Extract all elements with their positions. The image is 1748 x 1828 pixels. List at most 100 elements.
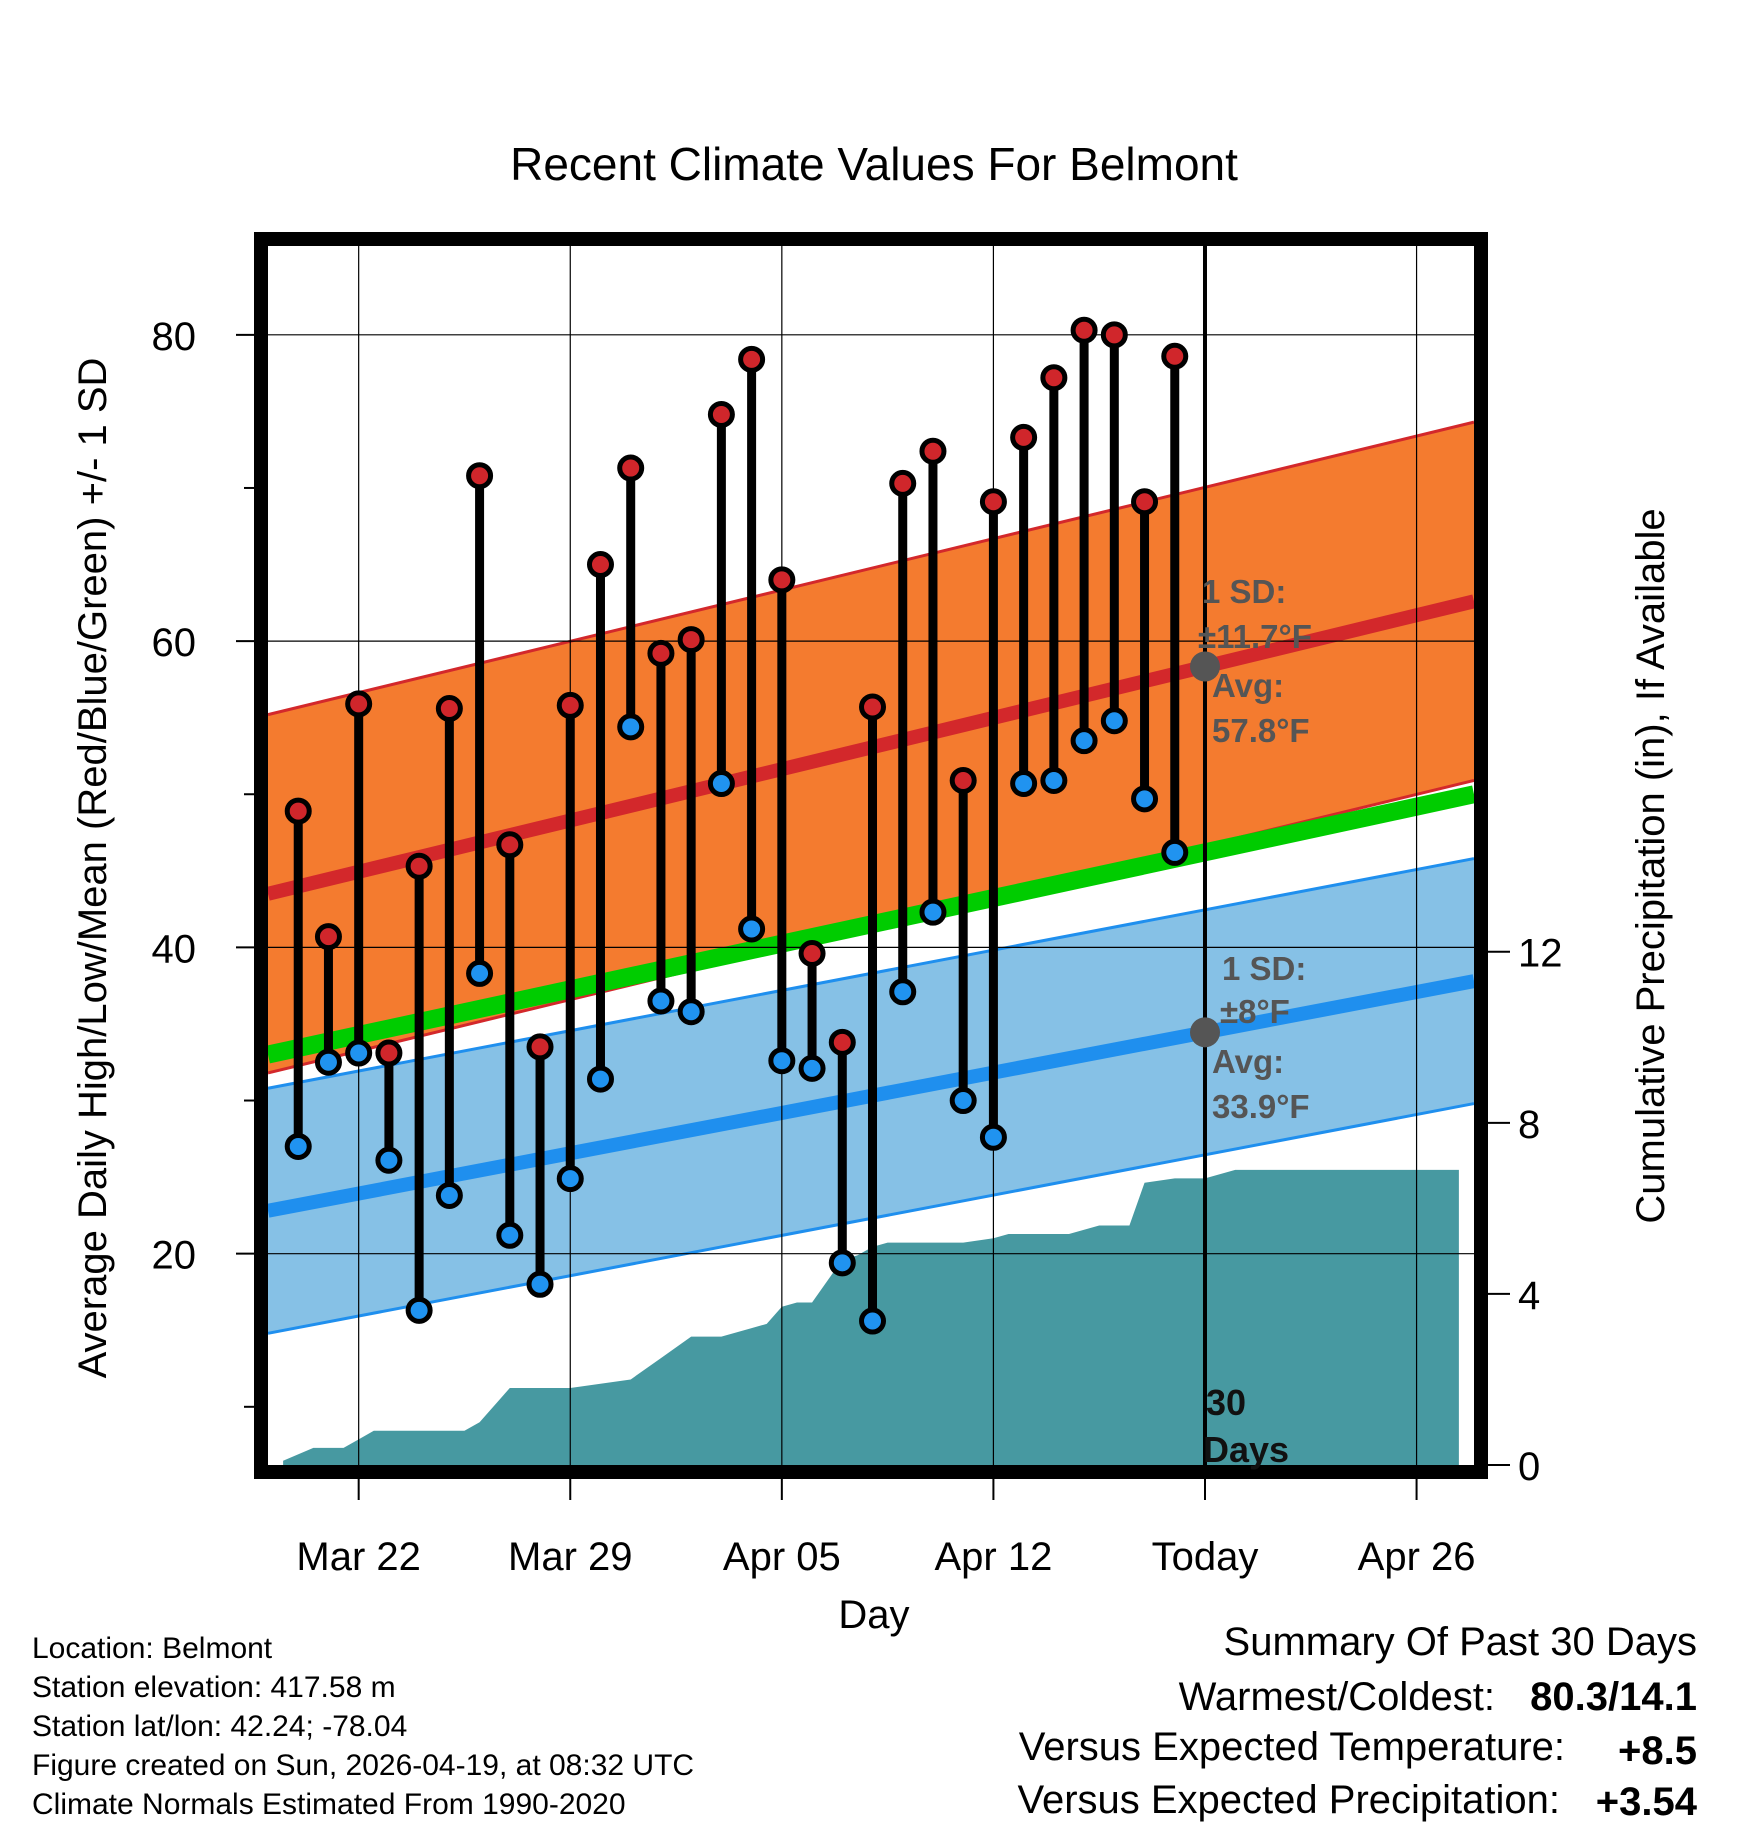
daily-low-point <box>526 1270 554 1298</box>
daily-high-point <box>1070 316 1098 344</box>
low-normal-annotation: 1 SD: ±8°F Avg: 33.9°F <box>1212 950 1310 1125</box>
daily-high-point <box>768 566 796 594</box>
info-created: Figure created on Sun, 2026-04-19, at 08… <box>32 1749 694 1782</box>
daily-low-point <box>617 713 645 741</box>
high-normal-annotation: 1 SD: ±11.7°F Avg: 57.8°F <box>1198 573 1312 749</box>
daily-high-point <box>405 852 433 880</box>
daily-low-point <box>1131 785 1159 813</box>
daily-high-point <box>738 345 766 373</box>
x-tick-label: Apr 12 <box>934 1535 1052 1579</box>
warm-cold-value: 80.3/14.1 <box>1530 1675 1697 1719</box>
daily-low-point <box>738 915 766 943</box>
high-band-upper-edge <box>267 420 1475 717</box>
daily-high-point <box>919 437 947 465</box>
daily-high-point <box>979 488 1007 516</box>
x-tick-label: Today <box>1152 1535 1259 1579</box>
daily-high-point <box>798 940 826 968</box>
daily-low-point <box>375 1146 403 1174</box>
daily-high-point <box>1131 488 1159 516</box>
daily-high-point <box>949 766 977 794</box>
info-normals: Climate Normals Estimated From 1990-2020 <box>32 1788 626 1821</box>
daily-low-point <box>496 1221 524 1249</box>
daily-low-point <box>919 898 947 926</box>
daily-low-point <box>859 1307 887 1335</box>
y2-tick-label: 12 <box>1518 932 1563 976</box>
high-avg-label: Avg: <box>1212 667 1284 704</box>
daily-low-point <box>1100 707 1128 735</box>
daily-low-point <box>647 987 675 1015</box>
daily-high-point <box>677 626 705 654</box>
x-tick-label: Apr 26 <box>1358 1535 1476 1579</box>
y-tick-label: 20 <box>152 1234 197 1278</box>
y2-tick-label: 0 <box>1518 1445 1540 1489</box>
daily-high-point <box>375 1039 403 1067</box>
temp-vs-expected-value: +8.5 <box>1618 1729 1697 1773</box>
high-sd-value: ±11.7°F <box>1198 618 1312 655</box>
y-axis-label: Average Daily High/Low/Mean (Red/Blue/Gr… <box>71 358 115 1379</box>
low-avg-label: Avg: <box>1212 1043 1284 1080</box>
today-normal-high-dot <box>1189 651 1220 682</box>
daily-low-point <box>1070 727 1098 755</box>
temp-vs-expected-label: Versus Expected Temperature: <box>1019 1725 1565 1769</box>
daily-high-point <box>435 694 463 722</box>
daily-high-point <box>1010 423 1038 451</box>
daily-low-point <box>707 770 735 798</box>
plot-frame <box>254 232 1488 1479</box>
info-elevation: Station elevation: 417.58 m <box>32 1671 396 1704</box>
daily-high-point <box>586 551 614 579</box>
y-tick-label: 60 <box>152 621 197 665</box>
daily-low-point <box>405 1296 433 1324</box>
y2-tick-label: 4 <box>1518 1274 1540 1318</box>
daily-low-point <box>466 959 494 987</box>
daily-high-point <box>466 462 494 490</box>
days-count: 30 <box>1206 1382 1246 1423</box>
daily-high-point <box>314 923 342 951</box>
daily-low-point <box>314 1048 342 1076</box>
summary-title: Summary Of Past 30 Days <box>1224 1620 1697 1664</box>
high-avg-value: 57.8°F <box>1212 712 1310 749</box>
daily-high-point <box>889 469 917 497</box>
chart-title: Recent Climate Values For Belmont <box>510 138 1238 190</box>
daily-range-bars <box>284 316 1189 1335</box>
y2-axis-label: Cumulative Precipitation (in), If Availa… <box>1629 508 1673 1223</box>
precip-vs-expected-value: +3.54 <box>1596 1780 1698 1824</box>
low-sd-value: ±8°F <box>1220 993 1290 1030</box>
y-tick-label: 40 <box>152 927 197 971</box>
daily-low-point <box>677 998 705 1026</box>
daily-low-point <box>284 1132 312 1160</box>
daily-low-point <box>556 1165 584 1193</box>
daily-high-point <box>859 693 887 721</box>
y-tick-label: 80 <box>152 315 197 359</box>
daily-high-point <box>707 400 735 428</box>
low-avg-value: 33.9°F <box>1212 1088 1310 1125</box>
info-location: Location: Belmont <box>32 1632 273 1665</box>
x-tick-label: Apr 05 <box>723 1535 841 1579</box>
x-tick-label: Mar 22 <box>296 1535 421 1579</box>
daily-low-point <box>768 1047 796 1075</box>
daily-low-point <box>1010 770 1038 798</box>
daily-high-point <box>647 639 675 667</box>
summary-panel: Summary Of Past 30 Days Warmest/Coldest:… <box>1017 1620 1697 1824</box>
daily-high-point <box>1100 321 1128 349</box>
days-label: Days <box>1203 1429 1289 1470</box>
precip-vs-expected-label: Versus Expected Precipitation: <box>1017 1778 1560 1822</box>
x-axis-label: Day <box>838 1593 909 1637</box>
warm-cold-label: Warmest/Coldest: <box>1179 1675 1495 1719</box>
daily-high-point <box>345 690 373 718</box>
daily-high-point <box>526 1033 554 1061</box>
daily-low-point <box>1161 838 1189 866</box>
daily-high-point <box>496 831 524 859</box>
daily-low-point <box>949 1087 977 1115</box>
low-sd-label: 1 SD: <box>1222 950 1306 987</box>
daily-low-point <box>798 1054 826 1082</box>
daily-low-point <box>345 1039 373 1067</box>
daily-high-point <box>828 1028 856 1056</box>
x-tick-label: Mar 29 <box>508 1535 633 1579</box>
daily-high-point <box>284 797 312 825</box>
daily-low-point <box>586 1065 614 1093</box>
daily-high-point <box>1040 364 1068 392</box>
daily-high-point <box>617 454 645 482</box>
daily-high-point <box>556 691 584 719</box>
daily-low-point <box>435 1181 463 1209</box>
